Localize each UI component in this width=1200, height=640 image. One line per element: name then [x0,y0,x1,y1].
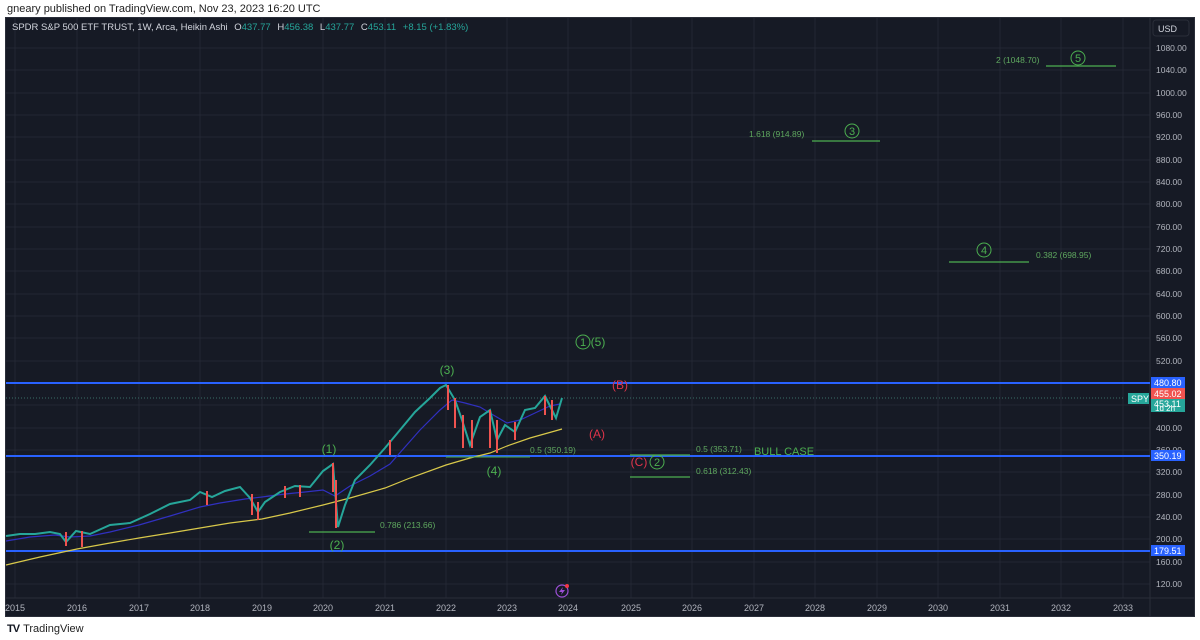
svg-text:2019: 2019 [252,603,272,613]
fib-0382-label: 0.382 (698.95) [1036,250,1091,260]
close-value: 453.11 [367,22,397,33]
fib-1618-label: 1.618 (914.89) [749,129,804,139]
svg-text:2022: 2022 [436,603,456,613]
badge-350: 350.19 [1154,451,1182,461]
circle-4-label: 4 [981,245,987,257]
svg-text:880.00: 880.00 [1156,155,1182,165]
wave-b-label: (B) [612,378,628,392]
currency-button[interactable]: USD [1152,19,1190,37]
fib-2-label: 2 (1048.70) [996,55,1040,65]
svg-text:2018: 2018 [190,603,210,613]
svg-text:2016: 2016 [67,603,87,613]
bull-case-label: BULL CASE [754,446,814,458]
spy-tag-bg [1128,393,1149,404]
svg-text:2033: 2033 [1113,603,1133,613]
svg-text:1000.00: 1000.00 [1156,88,1187,98]
wave-5-label: (5) [591,335,606,349]
svg-text:520.00: 520.00 [1156,356,1182,366]
publisher-line: gneary published on TradingView.com, Nov… [7,3,321,15]
badge-480-bg [1151,377,1185,388]
wave-2-label: (2) [330,538,345,552]
svg-text:920.00: 920.00 [1156,132,1182,142]
wave-a-label: (A) [589,427,605,441]
price-down-candles [65,385,553,547]
svg-text:400.00: 400.00 [1156,423,1182,433]
tradingview-footer[interactable]: TV TradingView [7,623,84,635]
svg-text:1080.00: 1080.00 [1156,43,1187,53]
fib-0786-label: 0.786 (213.66) [380,520,435,530]
svg-text:600.00: 600.00 [1156,311,1182,321]
price-up-path [5,383,563,544]
svg-text:2020: 2020 [313,603,333,613]
price-axis-ticks: 1080.00 1040.00 1000.00 960.00 920.00 88… [1156,43,1187,589]
badge-453: 453.11 [1154,399,1181,409]
svg-text:2021: 2021 [375,603,395,613]
svg-text:280.00: 280.00 [1156,490,1182,500]
svg-text:2023: 2023 [497,603,517,613]
badge-350-bg [1151,450,1185,461]
tradingview-logo-icon: TV [7,623,20,635]
symbol-legend: SPDR S&P 500 ETF TRUST, 1W, Arca, Heikin… [12,22,469,33]
svg-text:2032: 2032 [1051,603,1071,613]
svg-text:2025: 2025 [621,603,641,613]
badge-480: 480.80 [1154,378,1182,388]
svg-text:2029: 2029 [867,603,887,613]
circle-5-label: 5 [1075,53,1081,65]
badge-455: 455.02 [1154,389,1182,399]
svg-text:2015: 2015 [5,603,25,613]
svg-text:680.00: 680.00 [1156,266,1182,276]
slow-ma-line [5,428,563,566]
badge-453-countdown: 1d 2h [1155,404,1175,413]
svg-text:2017: 2017 [129,603,149,613]
grid [6,18,1150,598]
svg-text:USD: USD [1158,24,1178,34]
fib-0618-label: 0.618 (312.43) [696,466,751,476]
svg-text:320.00: 320.00 [1156,467,1182,477]
svg-text:840.00: 840.00 [1156,177,1182,187]
wave-1-label: (1) [322,442,337,456]
svg-text:120.00: 120.00 [1156,579,1182,589]
badge-453-bg [1151,399,1185,412]
high-value: 456.38 [284,22,314,33]
svg-text:240.00: 240.00 [1156,512,1182,522]
time-axis-ticks: 2015 2016 2017 2018 2019 2020 2021 2022 … [5,603,1133,613]
svg-text:200.00: 200.00 [1156,534,1182,544]
circle-3-label: 3 [849,126,855,138]
svg-text:960.00: 960.00 [1156,110,1182,120]
svg-text:2027: 2027 [744,603,764,613]
svg-text:560.00: 560.00 [1156,333,1182,343]
tradingview-brand: TradingView [23,623,84,635]
spy-tag: SPY [1131,394,1149,404]
wave-c-label: (C) [631,455,648,469]
open-value: 437.77 [241,22,271,33]
fib-05-b-label: 0.5 (353.71) [696,444,742,454]
svg-text:2028: 2028 [805,603,825,613]
circle-2-label: 2 [654,457,660,469]
svg-text:800.00: 800.00 [1156,199,1182,209]
svg-text:640.00: 640.00 [1156,289,1182,299]
svg-text:2030: 2030 [928,603,948,613]
low-value: 437.77 [325,22,355,33]
svg-text:160.00: 160.00 [1156,557,1182,567]
badge-179-bg [1151,545,1185,556]
svg-text:1040.00: 1040.00 [1156,65,1187,75]
symbol-title: SPDR S&P 500 ETF TRUST, 1W, Arca, Heikin… [12,22,228,33]
fib-05-a-label: 0.5 (350.19) [530,445,576,455]
badge-179: 179.51 [1154,546,1182,556]
lightning-event-icon[interactable] [555,584,569,598]
wave-4-label: (4) [487,464,502,478]
fast-ma-line [5,399,561,542]
badge-455-bg [1151,388,1185,399]
svg-text:2026: 2026 [682,603,702,613]
svg-text:2031: 2031 [990,603,1010,613]
svg-text:720.00: 720.00 [1156,244,1182,254]
svg-text:2024: 2024 [558,603,578,613]
circled-wave-markers [575,50,1086,470]
change-value: +8.15 (+1.83%) [402,22,469,33]
circle-1-label: 1 [580,337,586,349]
fib-segments [309,65,1116,533]
wave-3-label: (3) [440,363,455,377]
svg-text:760.00: 760.00 [1156,222,1182,232]
